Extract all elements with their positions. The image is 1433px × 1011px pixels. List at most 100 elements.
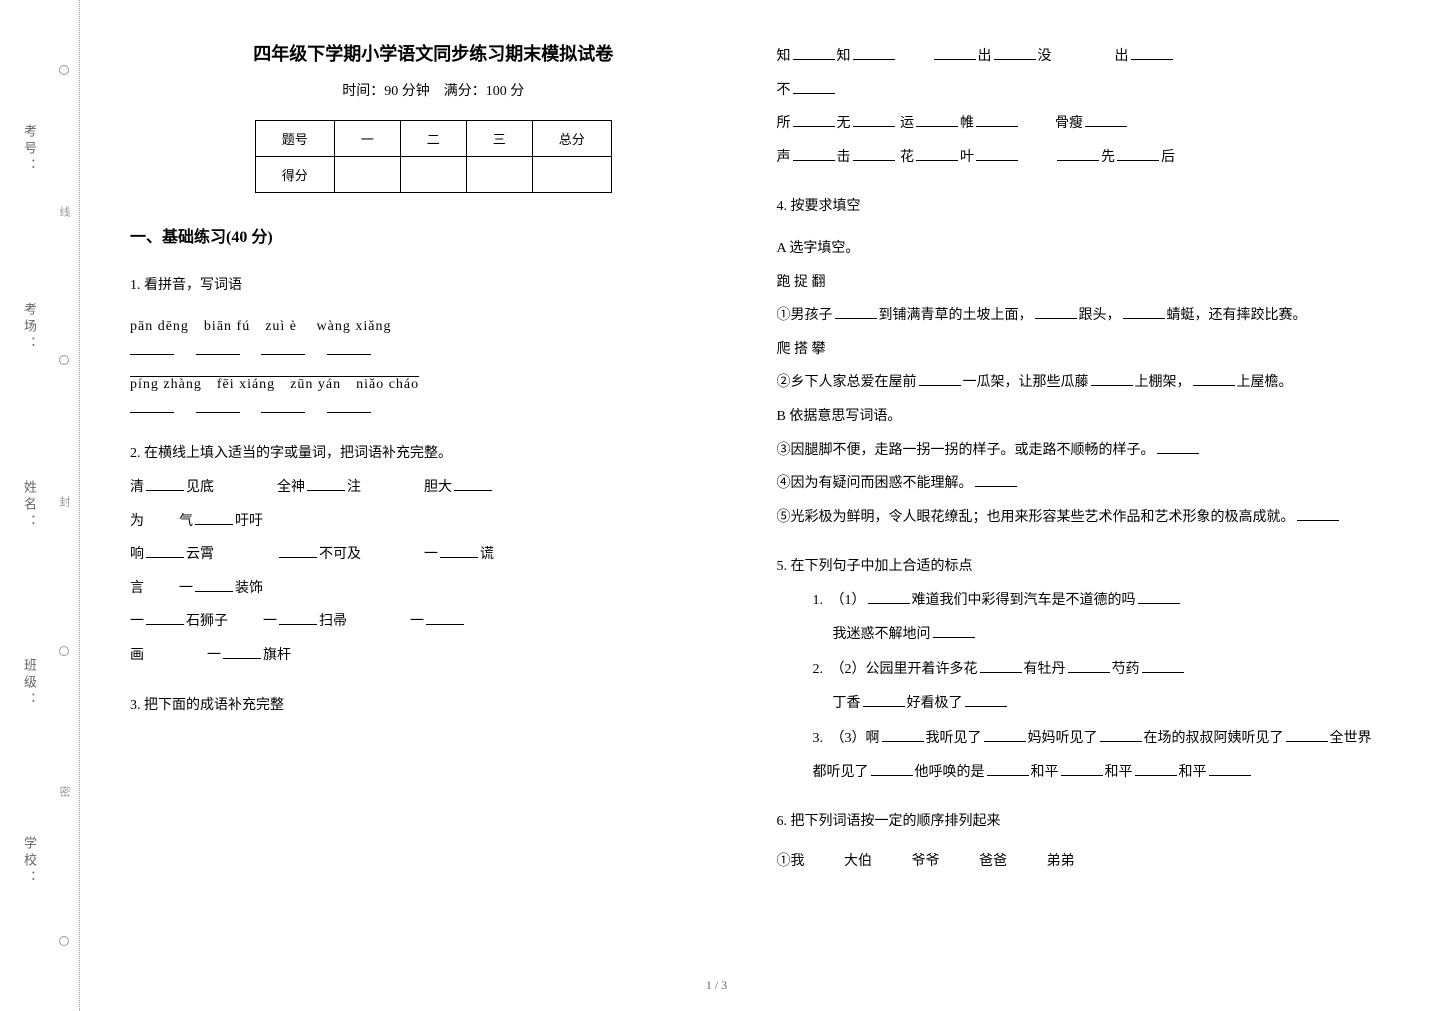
- text: 先: [1101, 150, 1115, 165]
- pinyin-row: pān dēng biān fú zuì è wàng xiǎng: [130, 313, 737, 341]
- text: 爷爷: [912, 854, 940, 869]
- text: 和平: [1031, 765, 1059, 780]
- definition-item: ⑤光彩极为鲜明，令人眼花缭乱；也用来形容某些艺术作品和艺术形象的极高成就。: [777, 501, 1384, 535]
- fill-sentence: ①男孩子到铺满青草的土坡上面，跟头，蜻蜓，还有摔跤比赛。: [777, 299, 1384, 333]
- blank: [196, 354, 240, 355]
- text: 清: [130, 480, 144, 495]
- char-options: 跑 捉 翻: [777, 266, 1384, 300]
- text: 装饰: [235, 581, 263, 596]
- binding-circle-icon: [59, 936, 69, 946]
- score-cell: [466, 157, 532, 193]
- blank: [195, 576, 233, 592]
- text: 言: [130, 581, 144, 596]
- text: 谎: [480, 547, 494, 562]
- blank: [454, 475, 492, 491]
- blank: [1123, 303, 1165, 319]
- blank: [1117, 145, 1159, 161]
- text: 蜻蜓，还有摔跤比赛。: [1167, 308, 1307, 323]
- blank: [261, 354, 305, 355]
- text: 骨瘦: [1055, 116, 1083, 131]
- text: 帷: [960, 116, 974, 131]
- word-list: ①我 大伯 爷爷 爸爸 弟弟: [777, 845, 1384, 879]
- text: 吁吁: [235, 514, 263, 529]
- question-title: 1. 看拼音，写词语: [130, 269, 737, 303]
- text: 旗杆: [263, 648, 291, 663]
- blank: [934, 44, 976, 60]
- text: 难道我们中彩得到汽车是不道德的吗: [912, 593, 1136, 608]
- text: 跟头，: [1079, 308, 1121, 323]
- binding-labels: 考号： 考场： 姓名： 班级： 学校：: [20, 0, 39, 1011]
- text: 芍药: [1112, 662, 1140, 677]
- text: 击: [837, 150, 851, 165]
- score-cell: [334, 157, 400, 193]
- text: 一: [130, 614, 144, 629]
- blank: [1068, 657, 1110, 673]
- score-cell: [532, 157, 611, 193]
- score-cell: [400, 157, 466, 193]
- text: 云霄: [186, 547, 214, 562]
- blank: [882, 726, 924, 742]
- blank: [976, 111, 1018, 127]
- blank: [1193, 370, 1235, 386]
- text: 好看极了: [907, 696, 963, 711]
- text: 我迷惑不解地问: [813, 627, 931, 642]
- item-number: 2.: [813, 662, 824, 677]
- fill-row: 为 气吁吁: [130, 505, 737, 539]
- score-header: 题号: [255, 121, 334, 157]
- list-item: 1. （1）难道我们中彩得到汽车是不道德的吗 我迷惑不解地问: [813, 584, 1384, 651]
- text: 一: [179, 581, 193, 596]
- blank: [307, 475, 345, 491]
- blank: [793, 44, 835, 60]
- binding-label-exam-no: 考号：: [20, 124, 39, 175]
- binding-label-class: 班级：: [20, 658, 39, 709]
- blank: [933, 622, 975, 638]
- blank: [223, 643, 261, 659]
- score-header: 二: [400, 121, 466, 157]
- question-1: 1. 看拼音，写词语 pān dēng biān fú zuì è wàng x…: [130, 269, 737, 421]
- blank: [1286, 726, 1328, 742]
- page-content: 四年级下学期小学语文同步练习期末模拟试卷 时间：90 分钟 满分：100 分 题…: [80, 0, 1433, 1011]
- blank: [1057, 145, 1099, 161]
- column-right: 知知 出没 出 不 所无 运帷 骨瘦 声击 花叶 先后: [757, 40, 1404, 991]
- fill-row: 清见底 全神注 胆大: [130, 471, 737, 505]
- column-left: 四年级下学期小学语文同步练习期末模拟试卷 时间：90 分钟 满分：100 分 题…: [110, 40, 757, 991]
- blank: [261, 412, 305, 413]
- text: 丁香: [813, 696, 861, 711]
- binding-label-room: 考场：: [20, 302, 39, 353]
- blank: [853, 111, 895, 127]
- blank: [1138, 588, 1180, 604]
- score-table: 题号 一 二 三 总分 得分: [255, 120, 612, 193]
- text: （1）: [831, 593, 866, 608]
- question-title: 5. 在下列句子中加上合适的标点: [777, 550, 1384, 584]
- text: 出: [1115, 49, 1129, 64]
- blank: [279, 542, 317, 558]
- text: 为: [130, 514, 144, 529]
- text: 一: [410, 614, 424, 629]
- blank: [146, 475, 184, 491]
- blank: [327, 354, 371, 355]
- blank: [1100, 726, 1142, 742]
- definition-item: ④因为有疑问而困惑不能理解。: [777, 467, 1384, 501]
- question-2: 2. 在横线上填入适当的字或量词，把词语补充完整。 清见底 全神注 胆大 为 气…: [130, 437, 737, 672]
- blank: [1135, 760, 1177, 776]
- blank: [916, 111, 958, 127]
- binding-seal-text: 密: [56, 786, 72, 805]
- text: ②乡下人家总爱在屋前: [777, 375, 917, 390]
- text: 他呼唤的是: [915, 765, 985, 780]
- question-3-title: 3. 把下面的成语补充完整: [130, 689, 737, 723]
- text: 出: [978, 49, 992, 64]
- binding-circle-icon: [59, 646, 69, 656]
- text: ④因为有疑问而困惑不能理解。: [777, 476, 973, 491]
- char-options: 爬 搭 攀: [777, 333, 1384, 367]
- question-4: 4. 按要求填空 A 选字填空。 跑 捉 翻 ①男孩子到铺满青草的土坡上面，跟头…: [777, 190, 1384, 534]
- text: ③因腿脚不便，走路一拐一拐的样子。或走路不顺畅的样子。: [777, 443, 1155, 458]
- text: 响: [130, 547, 144, 562]
- text: 知: [777, 49, 791, 64]
- score-header: 一: [334, 121, 400, 157]
- fill-row: 不: [777, 74, 1384, 108]
- text: ①男孩子: [777, 308, 833, 323]
- text: 爸爸: [979, 854, 1007, 869]
- score-label: 得分: [255, 157, 334, 193]
- blank: [279, 609, 317, 625]
- text: 上屋檐。: [1237, 375, 1293, 390]
